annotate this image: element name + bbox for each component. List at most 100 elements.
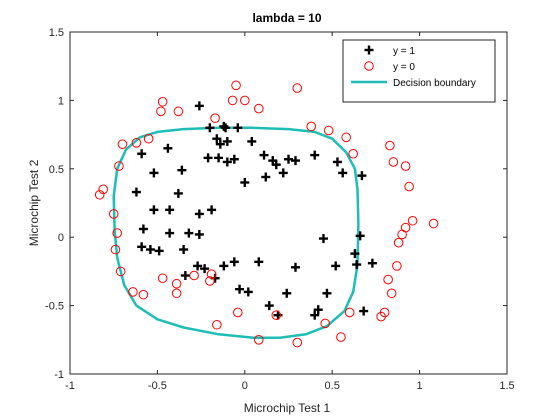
axes: -1 -0.5 0 0.5 1 1.5 -1 -0.5 0 0.5 1 1.5 [45,27,515,392]
positive-point [194,229,204,239]
positive-point [165,228,175,238]
positive-point [313,305,323,315]
negative-point [233,307,243,318]
positive-point [193,261,203,271]
y-tick-label: 1 [58,95,64,107]
positive-point [338,168,348,178]
chart-title: lambda = 10 [252,11,321,25]
x-tick-label: 0.5 [325,380,340,392]
positive-point [350,249,360,259]
positive-point [222,136,232,146]
negative-point [407,215,418,226]
positive-point [145,245,155,255]
positive-point [184,228,194,238]
positive-point [149,168,159,178]
negative-point [253,335,264,345]
positive-point [322,288,332,298]
y-axis-label: Microchip Test 2 [27,159,41,246]
positive-point [180,271,190,281]
negative-point [400,161,411,171]
positive-point [254,257,264,267]
positive-point [219,261,229,271]
negative-point [348,148,358,159]
positive-point [200,264,210,274]
negative-point [128,287,138,297]
negative-point [392,261,402,271]
negative-point [292,337,303,348]
negative-point [189,270,199,281]
x-tick-label: -0.5 [148,380,167,392]
positive-point [207,205,217,215]
negative-point [404,181,414,192]
positive-point [221,123,231,133]
negative-point [157,273,168,284]
negative-point [227,95,238,106]
negative-point [344,307,355,318]
negative-point [383,274,393,285]
axes-box [69,31,508,375]
x-axis-label: Microchip Test 1 [244,401,331,415]
positive-point [215,139,225,149]
positive-point [259,150,269,160]
positive-point [261,172,271,182]
positive-point [233,123,243,133]
positive-point [214,153,224,163]
positive-point [235,284,245,294]
negative-point [428,218,439,229]
negative-point [114,161,124,171]
positive-point [149,205,159,215]
positive-point [222,157,232,167]
positive-point [352,260,362,270]
y-tick-label: 1.5 [49,27,64,39]
negative-point [115,266,126,277]
negative-point [212,319,222,330]
positive-point [278,168,288,178]
negative-point [112,228,122,238]
negative-point [171,278,182,289]
positive-point [165,205,175,215]
positive-point [243,287,253,297]
negative-point [143,133,154,144]
negative-point [397,229,407,240]
positive-point [284,154,293,164]
negative-point [320,318,331,329]
x-tick-label: 1.5 [499,380,514,392]
positive-point [359,306,369,316]
negative-point [210,113,220,123]
legend-label: Decision boundary [393,78,476,89]
positive-point [264,301,274,311]
positive-point [219,121,229,131]
negative-point [98,184,109,195]
positive-point [229,154,239,164]
negative-point [171,288,182,299]
positive-point [355,231,365,241]
positive-point [177,165,187,175]
positive-point [310,310,320,320]
negative-point [231,80,241,91]
legend-marker-positive [364,45,374,55]
negative-point [156,106,166,117]
positive-point [271,160,281,170]
positive-point [282,288,292,298]
positive-point [137,149,147,159]
negative-point [173,106,184,117]
negative-point [240,95,250,106]
negative-point [292,83,303,93]
positive-point [179,245,189,255]
positive-point [205,123,215,133]
positive-point [367,258,377,268]
positive-point [290,156,300,166]
positive-point [163,143,173,153]
negative-point [393,237,404,248]
positive-point [240,177,250,187]
negative-point [386,288,397,299]
positive-point [331,261,341,271]
positive-point [212,134,222,144]
negative-point [385,140,395,151]
positive-point [138,224,148,234]
positive-point [290,262,300,272]
negative-point [388,157,399,167]
positive-point [194,209,204,219]
positive-point [357,171,367,181]
